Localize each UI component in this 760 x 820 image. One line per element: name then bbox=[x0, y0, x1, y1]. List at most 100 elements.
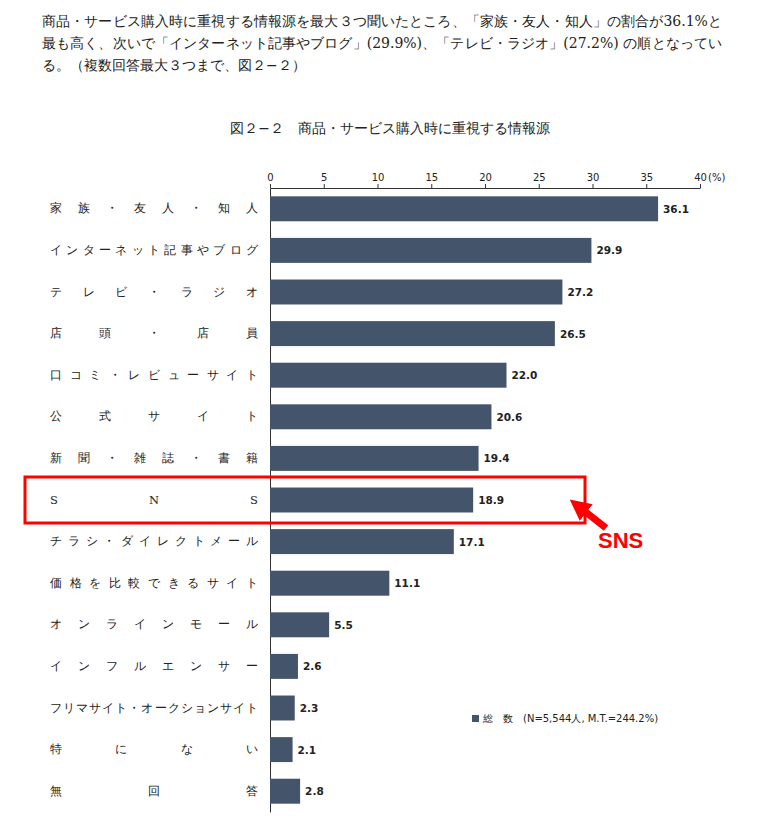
y-tick: 店頭・店員 bbox=[50, 326, 258, 340]
category-label: 特にない bbox=[50, 742, 258, 756]
category-label: 価格を比較できるサイト bbox=[50, 576, 258, 590]
bar bbox=[270, 363, 507, 388]
data-label: 17.1 bbox=[459, 536, 485, 548]
data-label: 19.4 bbox=[484, 452, 510, 464]
highlight: SNS bbox=[25, 477, 643, 553]
highlight-box bbox=[25, 477, 585, 523]
y-tick: 公式サイト bbox=[50, 409, 258, 423]
category-label: 公式サイト bbox=[50, 409, 258, 423]
y-tick: インフルエンサー bbox=[50, 659, 258, 673]
bar bbox=[270, 654, 298, 679]
y-tick: チラシ・ダイレクトメール bbox=[50, 534, 258, 548]
data-label: 29.9 bbox=[596, 244, 622, 256]
bar bbox=[270, 446, 479, 471]
x-tick: 0 bbox=[267, 172, 273, 188]
chart: 図２−２ 商品・サービス購入時に重視する情報源0510152025303540(… bbox=[0, 0, 760, 820]
data-label: 2.1 bbox=[298, 744, 317, 756]
y-tick: テレビ・ラジオ bbox=[50, 285, 258, 299]
x-tick-label: 15 bbox=[425, 172, 438, 183]
category-label: インターネット記事やブログ bbox=[50, 243, 259, 257]
y-tick: オンラインモール bbox=[50, 617, 258, 631]
y-tick: SNS bbox=[50, 493, 258, 507]
x-tick: 35 bbox=[640, 172, 653, 188]
bar bbox=[270, 321, 555, 346]
data-label: 18.9 bbox=[478, 494, 504, 506]
y-tick: インターネット記事やブログ bbox=[50, 243, 259, 257]
data-label: 26.5 bbox=[560, 328, 586, 340]
legend: 総 数 (N=5,544人, M.T.=244.2%) bbox=[472, 713, 658, 724]
x-tick-mark bbox=[270, 184, 271, 188]
data-labels: 36.1 29.9 27.2 26.5 22.0 20.6 19.4 18.9 17.1 11.1… bbox=[298, 203, 689, 797]
bar bbox=[270, 529, 454, 554]
category-label: 店頭・店員 bbox=[50, 326, 258, 340]
data-label: 27.2 bbox=[567, 286, 593, 298]
x-tick-label: 5 bbox=[321, 172, 327, 183]
x-tick-label: 40 bbox=[694, 172, 707, 183]
y-tick: 価格を比較できるサイト bbox=[50, 576, 258, 590]
x-tick-mark bbox=[378, 184, 379, 188]
data-label: 5.5 bbox=[334, 619, 353, 631]
bars bbox=[270, 196, 658, 803]
x-tick-label: 20 bbox=[479, 172, 492, 183]
x-tick-mark bbox=[431, 184, 432, 188]
x-tick-mark bbox=[593, 184, 594, 188]
bar bbox=[270, 280, 562, 305]
x-tick: 25 bbox=[533, 172, 546, 188]
y-tick: 新聞・雑誌・書籍 bbox=[50, 451, 258, 465]
x-tick-mark bbox=[485, 184, 486, 188]
x-tick: 15 bbox=[425, 172, 438, 188]
x-tick-label: 35 bbox=[640, 172, 653, 183]
bar bbox=[270, 779, 300, 804]
y-tick: フリマサイト・オークションサイト bbox=[50, 701, 258, 715]
category-label: 新聞・雑誌・書籍 bbox=[50, 451, 258, 465]
x-tick: 30 bbox=[587, 172, 600, 188]
data-label: 20.6 bbox=[496, 411, 522, 423]
data-label: 11.1 bbox=[394, 577, 420, 589]
highlight-label: SNS bbox=[598, 528, 643, 553]
x-tick-label: 25 bbox=[533, 172, 546, 183]
y-tick: 家族・友人・知人 bbox=[50, 201, 258, 215]
x-tick: 10 bbox=[372, 172, 385, 188]
x-tick-mark bbox=[646, 184, 647, 188]
x-tick-mark bbox=[324, 184, 325, 188]
x-axis: 0 5 10 15 20 25 30 35 40 bbox=[267, 172, 707, 189]
category-label: SNS bbox=[50, 493, 258, 507]
category-label: インフルエンサー bbox=[50, 659, 258, 673]
bar bbox=[270, 488, 473, 513]
x-axis-label: (%) bbox=[708, 172, 725, 183]
data-label: 22.0 bbox=[512, 369, 538, 381]
legend-swatch bbox=[472, 715, 479, 722]
data-label: 2.6 bbox=[303, 660, 322, 672]
category-label: 家族・友人・知人 bbox=[50, 201, 258, 215]
category-label: 無回答 bbox=[50, 784, 258, 798]
x-tick-label: 0 bbox=[267, 172, 273, 183]
x-tick: 40 bbox=[694, 172, 707, 188]
bar bbox=[270, 737, 293, 762]
y-tick: 口コミ・レビューサイト bbox=[50, 368, 258, 382]
data-label: 2.8 bbox=[305, 785, 324, 797]
bar bbox=[270, 571, 389, 596]
bar bbox=[270, 404, 491, 429]
y-tick: 特にない bbox=[50, 742, 258, 756]
bar bbox=[270, 196, 658, 221]
intro-text: 商品・サービス購入時に重視する情報源を最大３つ聞いたところ、「家族・友人・知人」… bbox=[42, 10, 722, 76]
category-label: テレビ・ラジオ bbox=[50, 285, 258, 299]
bar bbox=[270, 612, 329, 637]
x-tick: 5 bbox=[321, 172, 327, 188]
highlight-arrow bbox=[578, 506, 606, 528]
category-label: フリマサイト・オークションサイト bbox=[50, 701, 258, 715]
y-axis: 家族・友人・知人インターネット記事やブログテレビ・ラジオ店頭・店員口コミ・レビュ… bbox=[50, 189, 271, 813]
x-tick-mark bbox=[539, 184, 540, 188]
data-label: 2.3 bbox=[300, 702, 319, 714]
x-tick-mark bbox=[700, 184, 701, 188]
data-label: 36.1 bbox=[663, 203, 689, 215]
x-tick-label: 10 bbox=[372, 172, 385, 183]
legend-label: 総 数 (N=5,544人, M.T.=244.2%) bbox=[482, 713, 658, 724]
bar bbox=[270, 696, 295, 721]
y-tick: 無回答 bbox=[50, 784, 258, 798]
x-axis-line bbox=[271, 188, 701, 189]
x-tick-label: 30 bbox=[587, 172, 600, 183]
x-tick: 20 bbox=[479, 172, 492, 188]
category-label: 口コミ・レビューサイト bbox=[50, 368, 258, 382]
category-label: チラシ・ダイレクトメール bbox=[50, 534, 258, 548]
